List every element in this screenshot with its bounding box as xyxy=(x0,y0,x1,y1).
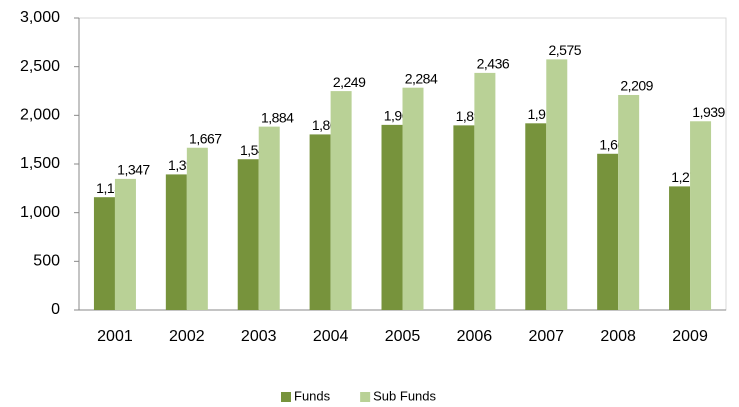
bar xyxy=(525,123,547,310)
data-label: 2,284 xyxy=(405,70,438,86)
y-tick-label: 1,500 xyxy=(20,155,60,172)
legend-label: Sub Funds xyxy=(373,388,436,403)
bar xyxy=(690,121,712,311)
bar xyxy=(381,124,403,310)
bar xyxy=(309,134,331,310)
x-tick-label: 2001 xyxy=(97,328,133,345)
bar xyxy=(618,94,640,311)
bar xyxy=(402,87,424,310)
data-label: 2,209 xyxy=(620,78,653,94)
bar xyxy=(597,153,619,310)
x-tick-label: 2009 xyxy=(672,328,708,345)
bar xyxy=(237,159,259,310)
x-tick-label: 2008 xyxy=(600,328,636,345)
data-label: 1,939 xyxy=(692,104,725,120)
bar xyxy=(474,72,496,310)
bar xyxy=(93,197,115,310)
legend-swatch xyxy=(281,392,291,402)
bar xyxy=(546,59,568,310)
data-label: 1,347 xyxy=(117,162,150,178)
data-label: 2,249 xyxy=(333,74,366,90)
y-tick-label: 3,000 xyxy=(20,9,60,26)
x-tick-label: 2004 xyxy=(313,328,349,345)
bar xyxy=(186,147,208,310)
legend-label: Funds xyxy=(294,388,331,403)
bar xyxy=(330,91,352,310)
data-label: 2,575 xyxy=(549,42,582,58)
x-tick-label: 2007 xyxy=(528,328,564,345)
y-tick-label: 500 xyxy=(33,253,60,270)
legend-swatch xyxy=(360,392,371,402)
bar xyxy=(258,126,280,311)
x-tick-label: 2002 xyxy=(169,328,205,345)
bar xyxy=(114,178,136,310)
data-label: 2,436 xyxy=(477,56,510,72)
x-tick-label: 2005 xyxy=(385,328,421,345)
data-label: 1,884 xyxy=(261,109,294,125)
x-tick-label: 2006 xyxy=(457,328,493,345)
bar xyxy=(165,174,187,310)
y-tick-label: 2,500 xyxy=(20,58,60,75)
bar xyxy=(453,125,475,310)
y-tick-label: 0 xyxy=(51,301,60,318)
y-tick-label: 2,000 xyxy=(20,107,60,124)
data-label: 1,667 xyxy=(189,130,222,146)
y-tick-label: 1,000 xyxy=(20,204,60,221)
x-tick-label: 2003 xyxy=(241,328,277,345)
bar xyxy=(669,186,691,310)
